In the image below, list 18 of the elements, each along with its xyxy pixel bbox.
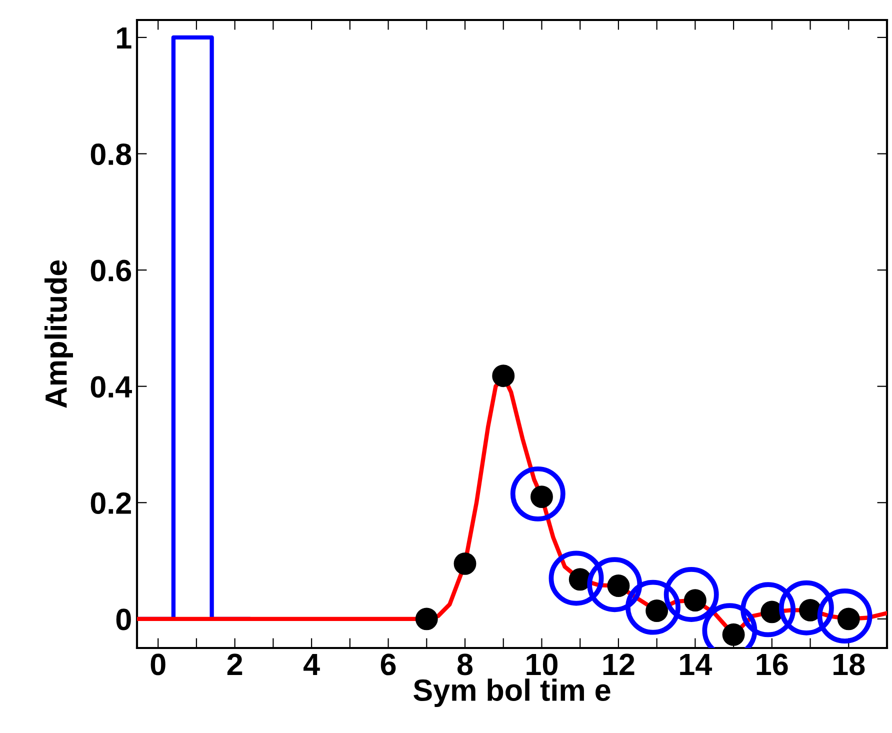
y-tick-label: 0.2 <box>90 492 131 514</box>
y-tick-label: 0.8 <box>90 143 132 166</box>
x-tick-label: 0 <box>150 654 166 676</box>
y-tick-label: 0.4 <box>90 376 132 398</box>
x-tick-label: 2 <box>227 654 242 676</box>
x-tick-label: 14 <box>680 654 712 676</box>
y-tick-label: 1 <box>117 27 132 49</box>
x-tick-label: 6 <box>380 654 396 676</box>
x-tick-label: 16 <box>756 654 788 676</box>
y-tick-label: 0 <box>116 608 131 630</box>
x-tick-label: 8 <box>457 654 473 676</box>
x-tick-label: 10 <box>526 654 558 676</box>
y-axis-title: Amplitude <box>44 260 73 408</box>
y-tick-label: 0.6 <box>90 260 132 282</box>
x-tick-label: 12 <box>603 654 634 676</box>
x-axis-title: Sym bol tim e <box>414 678 610 708</box>
x-tick-label: 4 <box>304 654 320 676</box>
x-tick-label: 18 <box>834 654 865 676</box>
